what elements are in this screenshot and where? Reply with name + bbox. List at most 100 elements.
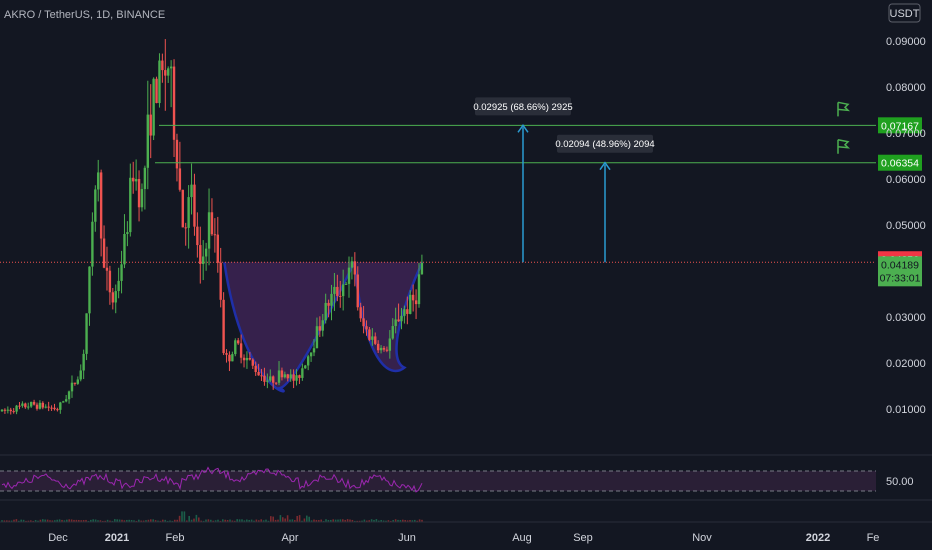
volume-bar bbox=[334, 519, 337, 522]
candle-body bbox=[231, 354, 234, 362]
candle-body bbox=[15, 405, 18, 412]
candle-body bbox=[382, 347, 386, 350]
candle-body bbox=[169, 66, 173, 69]
candle-body bbox=[330, 293, 333, 306]
rsi-level-label: 50.00 bbox=[886, 476, 914, 488]
volume-bar bbox=[111, 520, 114, 522]
volume-bar bbox=[342, 519, 344, 522]
volume-bar bbox=[260, 519, 262, 522]
volume-bar bbox=[13, 519, 15, 522]
candle-body bbox=[181, 189, 184, 228]
volume-bar bbox=[30, 520, 32, 522]
volume-bar bbox=[82, 520, 85, 522]
volume-bar bbox=[366, 520, 368, 522]
candle-body bbox=[91, 221, 94, 267]
candle-body bbox=[333, 286, 336, 294]
candle-body bbox=[88, 266, 91, 314]
volume-bar bbox=[44, 519, 46, 522]
candle-body bbox=[50, 407, 53, 409]
candle-body bbox=[376, 343, 380, 351]
volume-bar bbox=[224, 519, 226, 522]
countdown-label: 07:33:01 bbox=[880, 272, 921, 284]
candle-body bbox=[79, 370, 82, 380]
candle-body bbox=[234, 340, 237, 355]
candle-body bbox=[102, 238, 106, 268]
candle-body bbox=[414, 300, 418, 305]
candle-body bbox=[120, 264, 123, 281]
volume-bar bbox=[346, 519, 349, 522]
volume-bar bbox=[373, 519, 375, 522]
candle-body bbox=[219, 262, 222, 300]
volume-bar bbox=[106, 519, 109, 522]
target-level-label: 0.06354 bbox=[881, 158, 919, 170]
volume-bar bbox=[418, 519, 421, 522]
volume-bar bbox=[279, 515, 282, 522]
volume-bar bbox=[272, 516, 274, 522]
volume-bar bbox=[222, 519, 224, 522]
candle-body bbox=[53, 407, 56, 410]
measure-label-box bbox=[557, 134, 653, 153]
cup-and-handle-pattern bbox=[0, 261, 876, 393]
volume-bar bbox=[63, 520, 66, 522]
candle-body bbox=[222, 299, 225, 354]
volume-bar bbox=[22, 519, 25, 522]
measure-label: 0.02925 (68.66%) 2925 bbox=[473, 102, 572, 113]
volume-bar bbox=[154, 520, 157, 522]
volume-bar bbox=[404, 520, 406, 522]
volume-bar bbox=[411, 520, 414, 522]
volume-bar bbox=[313, 519, 315, 522]
candle-body bbox=[417, 274, 421, 305]
volume-bar bbox=[85, 519, 87, 522]
price-tick-label: 0.06000 bbox=[886, 174, 926, 186]
volume-bar bbox=[308, 516, 310, 522]
volume-bar bbox=[397, 519, 399, 522]
volume-bar bbox=[116, 519, 118, 522]
candle-body bbox=[350, 261, 354, 268]
volume-bar bbox=[421, 519, 423, 522]
candle-body bbox=[391, 326, 394, 339]
candle-body bbox=[70, 382, 74, 392]
volume-bar bbox=[104, 520, 106, 522]
cup-curve bbox=[223, 261, 356, 393]
candle-body bbox=[38, 402, 42, 409]
candle-body bbox=[321, 320, 324, 331]
volume-bar bbox=[219, 520, 222, 522]
candle-body bbox=[266, 380, 269, 382]
volume-bar bbox=[238, 519, 241, 522]
volume-bar bbox=[241, 519, 243, 522]
target-level-label: 0.07167 bbox=[881, 120, 919, 132]
volume-bar bbox=[114, 519, 116, 522]
candle-body bbox=[35, 404, 39, 409]
volume-bar bbox=[358, 520, 361, 522]
candle-body bbox=[263, 375, 266, 382]
volume-bar bbox=[102, 520, 104, 522]
candle-body bbox=[161, 60, 164, 71]
currency-badge[interactable]: USDT bbox=[888, 3, 921, 23]
volume-bar bbox=[214, 520, 217, 522]
volume-bar bbox=[210, 519, 212, 522]
cup-fill bbox=[224, 262, 355, 392]
volume-bar bbox=[193, 518, 195, 522]
target-level-badge bbox=[878, 154, 922, 171]
volume-bar bbox=[248, 519, 250, 522]
volume-bar bbox=[34, 519, 37, 522]
price-tick-label: 0.02000 bbox=[886, 358, 926, 370]
volume-bar bbox=[80, 520, 82, 522]
price-axis: 0.09000 0.08000 0.07000 0.06000 0.05000 0.030… bbox=[878, 36, 926, 416]
volume-bar bbox=[207, 519, 210, 522]
candle-body bbox=[21, 403, 24, 406]
candle-body bbox=[400, 315, 403, 322]
candle-body bbox=[199, 245, 202, 265]
candle-body bbox=[134, 179, 138, 182]
candle-body bbox=[327, 302, 330, 306]
candle-body bbox=[76, 379, 80, 384]
volume-bar bbox=[385, 520, 387, 522]
candle-body bbox=[172, 66, 176, 140]
volume-bar bbox=[392, 519, 394, 522]
volume-bar bbox=[351, 519, 354, 522]
volume-bar bbox=[325, 519, 327, 522]
volume-bar bbox=[61, 519, 63, 522]
flag-icon bbox=[837, 101, 851, 117]
candle-body bbox=[353, 261, 357, 275]
